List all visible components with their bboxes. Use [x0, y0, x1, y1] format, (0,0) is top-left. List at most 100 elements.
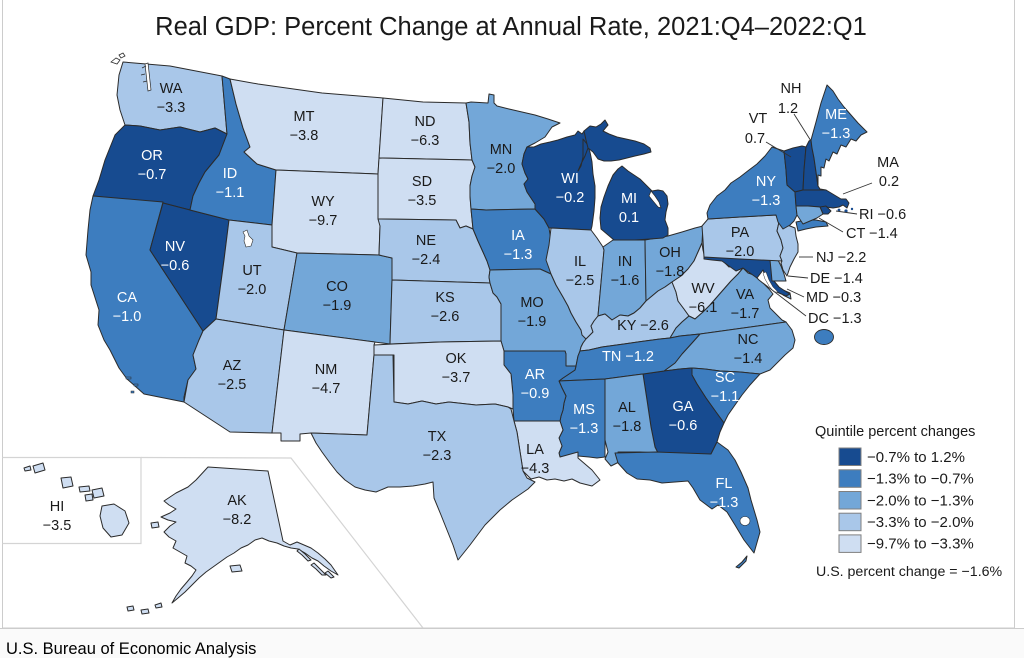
svg-text:−2.0: −2.0 — [238, 282, 267, 298]
svg-text:−1.9: −1.9 — [323, 298, 352, 314]
svg-text:WA: WA — [160, 81, 183, 97]
svg-text:−0.6: −0.6 — [669, 418, 698, 434]
svg-text:TN −1.2: TN −1.2 — [602, 349, 654, 365]
svg-text:Real GDP: Percent Change at An: Real GDP: Percent Change at Annual Rate,… — [155, 13, 867, 41]
svg-text:ID: ID — [223, 166, 238, 182]
svg-text:−3.8: −3.8 — [290, 128, 319, 144]
svg-text:VT: VT — [749, 111, 768, 127]
svg-text:ND: ND — [415, 114, 436, 130]
svg-text:Quintile percent changes: Quintile percent changes — [815, 424, 975, 440]
svg-text:CA: CA — [117, 290, 137, 306]
svg-text:GA: GA — [673, 399, 694, 415]
svg-text:−1.8: −1.8 — [613, 419, 642, 435]
svg-text:ME: ME — [825, 107, 847, 123]
svg-text:−2.3: −2.3 — [423, 448, 452, 464]
svg-text:DE −1.4: DE −1.4 — [810, 271, 863, 287]
svg-text:−1.0: −1.0 — [113, 309, 142, 325]
svg-text:−0.7% to 1.2%: −0.7% to 1.2% — [867, 449, 965, 466]
svg-text:−4.7: −4.7 — [312, 381, 341, 397]
svg-text:NJ −2.2: NJ −2.2 — [816, 250, 866, 266]
svg-text:−2.0% to −1.3%: −2.0% to −1.3% — [867, 492, 974, 509]
svg-text:MS: MS — [573, 402, 595, 418]
svg-text:AL: AL — [618, 400, 636, 416]
svg-text:IA: IA — [511, 228, 525, 244]
svg-text:−1.3: −1.3 — [504, 247, 533, 263]
svg-text:−3.5: −3.5 — [43, 518, 72, 534]
svg-text:−1.1: −1.1 — [711, 389, 740, 405]
svg-text:MI: MI — [621, 191, 637, 207]
svg-text:−1.6: −1.6 — [611, 273, 640, 289]
svg-text:RI −0.6: RI −0.6 — [859, 207, 906, 223]
svg-text:AK: AK — [227, 493, 247, 509]
svg-text:−9.7% to −3.3%: −9.7% to −3.3% — [867, 536, 974, 553]
svg-text:OH: OH — [659, 245, 681, 261]
svg-text:−1.3: −1.3 — [822, 126, 851, 142]
svg-text:CO: CO — [326, 279, 348, 295]
svg-text:MD −0.3: MD −0.3 — [806, 290, 861, 306]
svg-text:NC: NC — [738, 332, 759, 348]
svg-text:MO: MO — [520, 295, 543, 311]
svg-text:IL: IL — [574, 254, 586, 270]
svg-text:−1.3: −1.3 — [570, 421, 599, 437]
svg-text:−6.3: −6.3 — [411, 133, 440, 149]
svg-text:IN: IN — [618, 254, 633, 270]
svg-text:−6.1: −6.1 — [689, 300, 718, 316]
svg-text:SC: SC — [715, 370, 735, 386]
svg-text:FL: FL — [716, 476, 733, 492]
svg-text:MA: MA — [877, 155, 899, 171]
svg-text:−2.6: −2.6 — [431, 309, 460, 325]
svg-text:−1.1: −1.1 — [216, 185, 245, 201]
svg-text:OR: OR — [141, 148, 163, 164]
svg-text:−0.9: −0.9 — [521, 386, 550, 402]
svg-text:DC −1.3: DC −1.3 — [808, 311, 862, 327]
svg-text:HI: HI — [50, 499, 65, 515]
svg-text:1.2: 1.2 — [778, 101, 798, 117]
svg-text:−9.7: −9.7 — [309, 213, 338, 229]
svg-text:AZ: AZ — [223, 358, 242, 374]
svg-text:SD: SD — [412, 174, 432, 190]
svg-text:WY: WY — [311, 194, 335, 210]
svg-text:−1.3% to −0.7%: −1.3% to −0.7% — [867, 471, 974, 488]
svg-text:−3.3: −3.3 — [157, 100, 186, 116]
svg-text:KS: KS — [435, 290, 454, 306]
svg-text:WI: WI — [561, 171, 579, 187]
svg-text:−3.5: −3.5 — [408, 193, 437, 209]
svg-text:−2.0: −2.0 — [487, 161, 516, 177]
svg-text:−2.4: −2.4 — [412, 252, 441, 268]
svg-text:OK: OK — [446, 351, 467, 367]
svg-text:WV: WV — [691, 281, 715, 297]
svg-text:−8.2: −8.2 — [223, 512, 252, 528]
svg-text:U.S. percent change = −1.6%: U.S. percent change = −1.6% — [816, 564, 1003, 580]
svg-text:−2.5: −2.5 — [566, 273, 595, 289]
svg-text:NY: NY — [756, 174, 776, 190]
svg-text:−1.3: −1.3 — [710, 495, 739, 511]
svg-text:CT −1.4: CT −1.4 — [846, 226, 898, 242]
svg-text:−2.5: −2.5 — [218, 377, 247, 393]
svg-text:−1.7: −1.7 — [731, 306, 760, 322]
svg-text:−0.6: −0.6 — [161, 258, 190, 274]
svg-text:−3.3% to −2.0%: −3.3% to −2.0% — [867, 514, 974, 531]
svg-text:−1.9: −1.9 — [518, 314, 547, 330]
svg-text:−1.8: −1.8 — [656, 264, 685, 280]
svg-text:MT: MT — [294, 109, 315, 125]
svg-text:NM: NM — [315, 362, 338, 378]
svg-text:MN: MN — [490, 142, 513, 158]
svg-text:−1.3: −1.3 — [752, 193, 781, 209]
svg-text:TX: TX — [428, 429, 447, 445]
svg-text:−0.7: −0.7 — [138, 167, 167, 183]
svg-text:UT: UT — [242, 263, 261, 279]
svg-text:VA: VA — [736, 287, 755, 303]
svg-text:−4.3: −4.3 — [521, 461, 550, 477]
svg-text:NV: NV — [165, 239, 185, 255]
svg-text:KY −2.6: KY −2.6 — [617, 318, 669, 334]
svg-text:U.S. Bureau of Economic Analys: U.S. Bureau of Economic Analysis — [6, 640, 256, 658]
svg-text:−3.7: −3.7 — [442, 370, 471, 386]
svg-text:−2.0: −2.0 — [726, 244, 755, 260]
svg-text:−0.2: −0.2 — [556, 190, 585, 206]
svg-text:LA: LA — [526, 442, 544, 458]
svg-text:NE: NE — [416, 233, 436, 249]
svg-text:0.1: 0.1 — [619, 210, 639, 226]
svg-text:NH: NH — [781, 81, 802, 97]
svg-text:−1.4: −1.4 — [734, 351, 763, 367]
svg-text:0.7: 0.7 — [745, 131, 765, 147]
